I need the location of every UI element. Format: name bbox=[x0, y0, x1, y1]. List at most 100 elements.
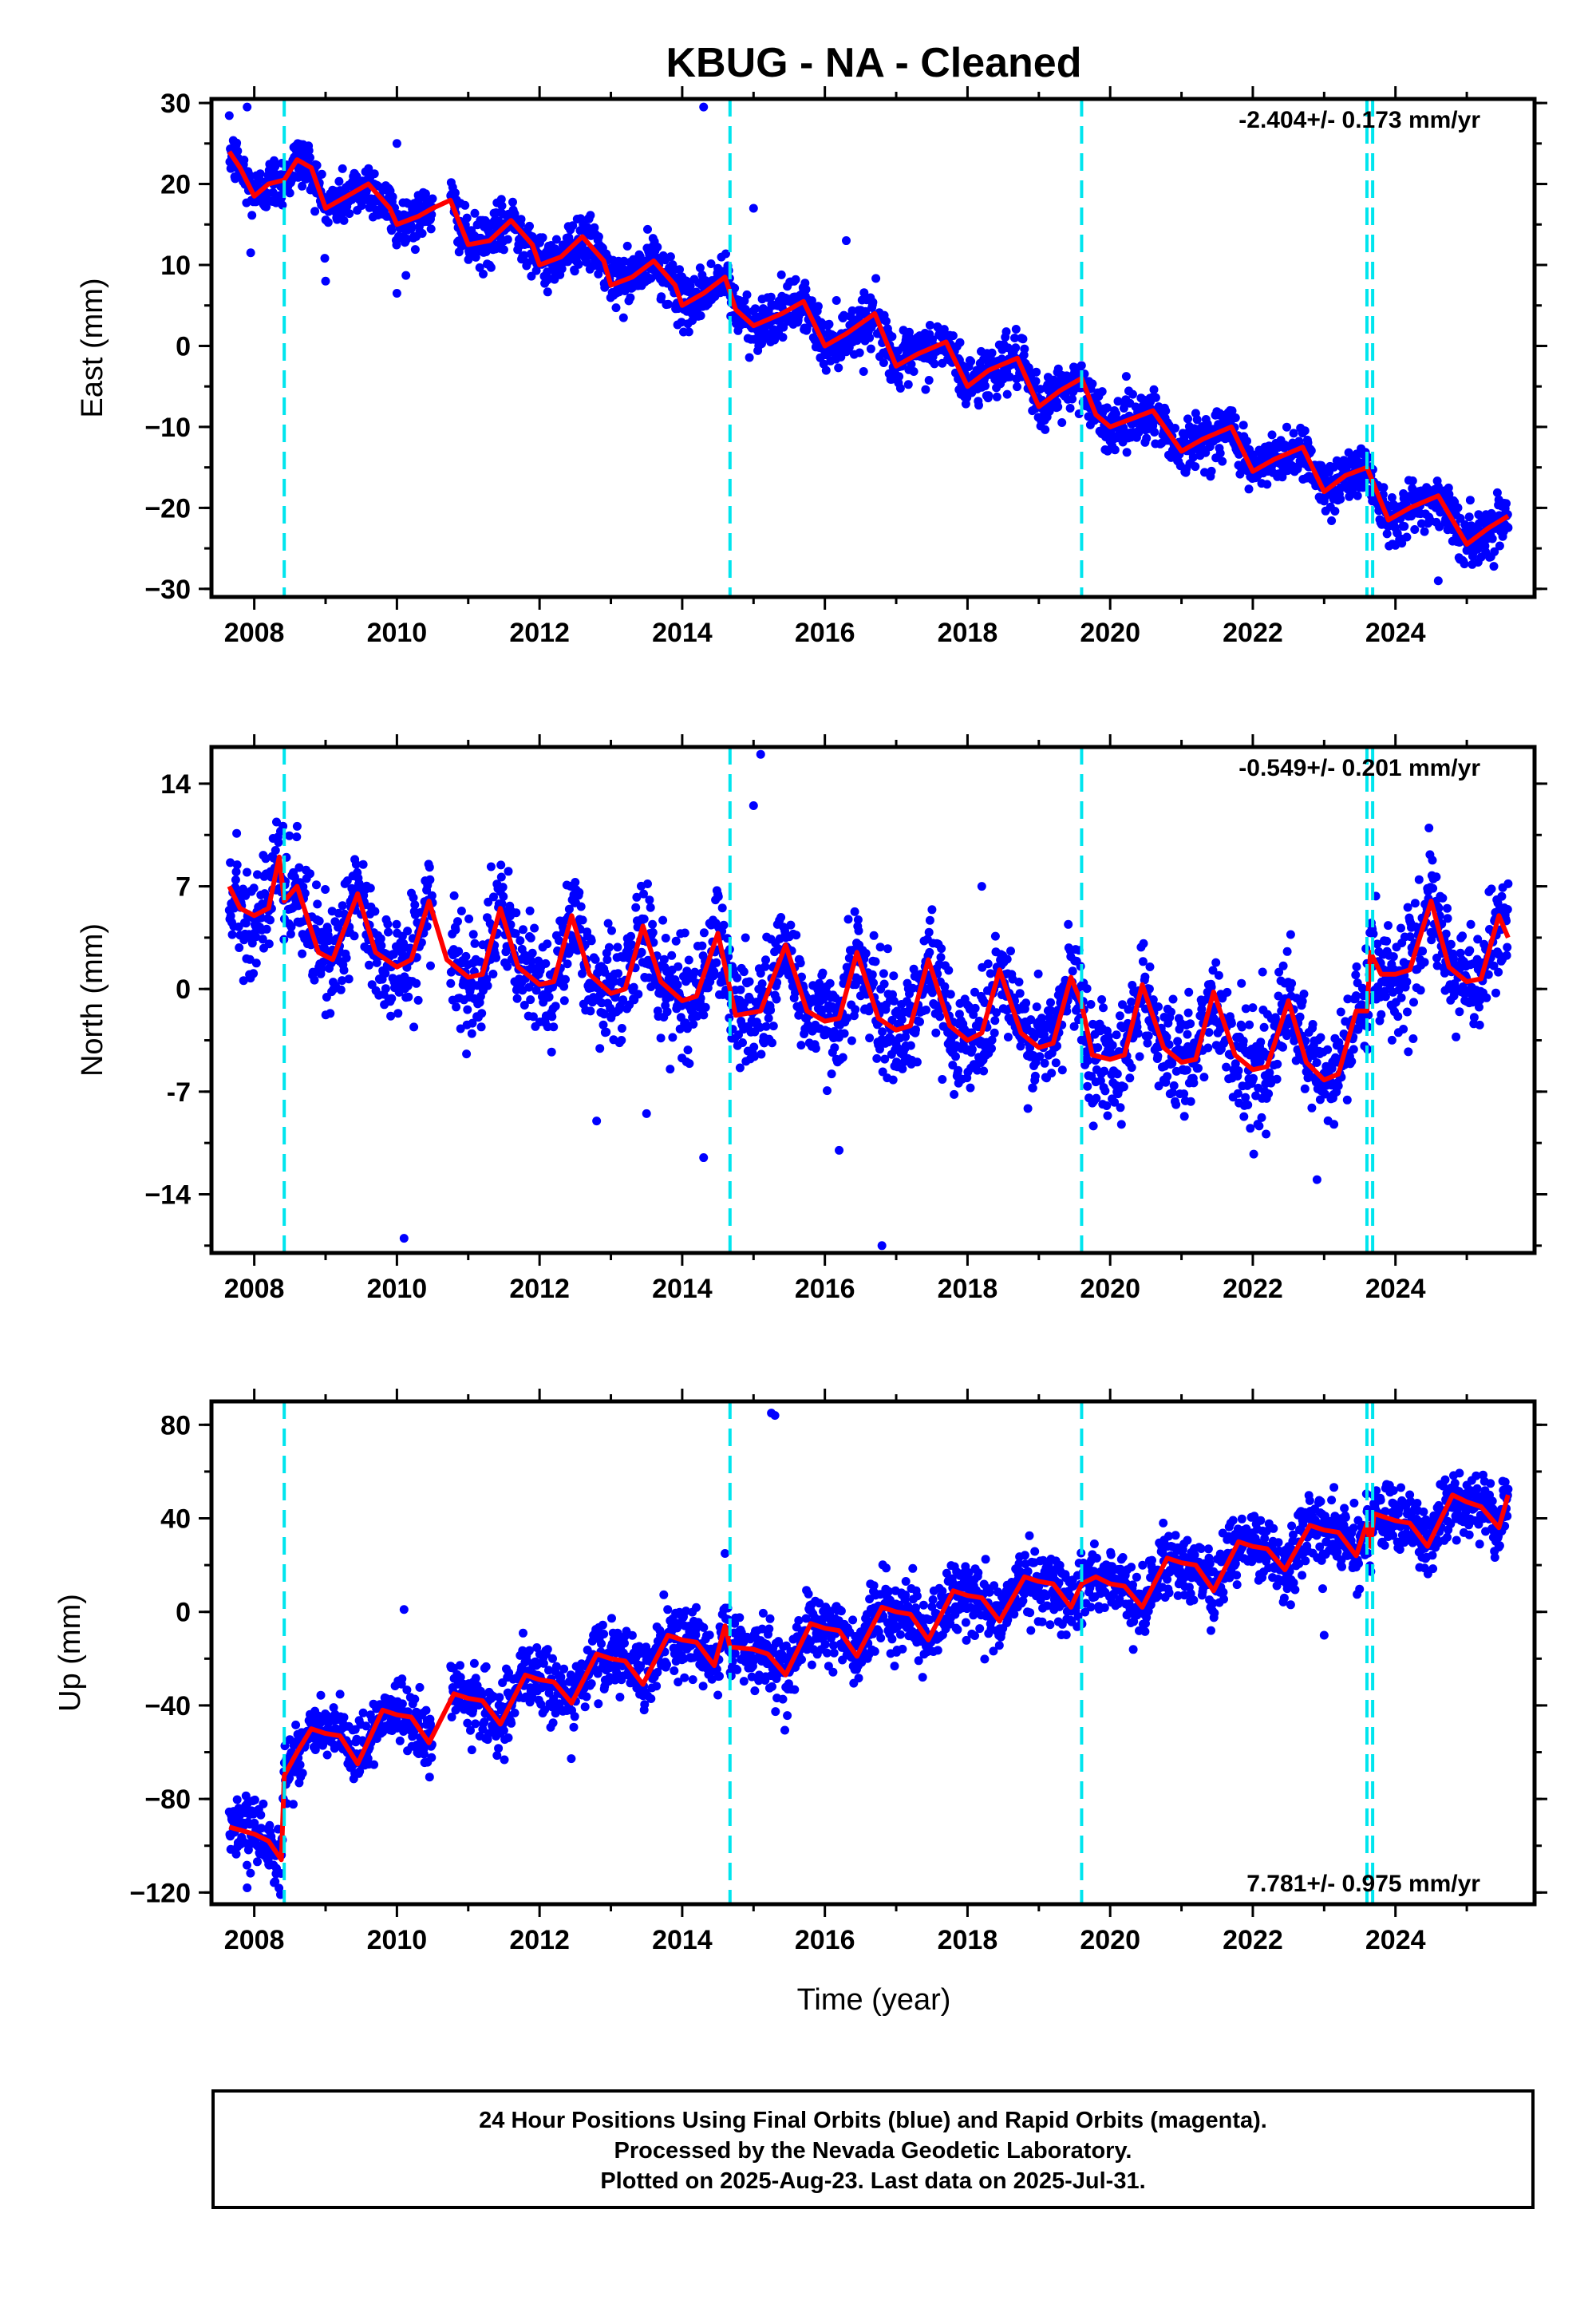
east-data-point bbox=[1267, 430, 1277, 440]
east-model-line bbox=[227, 150, 1510, 547]
north-data-point bbox=[880, 1054, 890, 1064]
north-data-point bbox=[1092, 1093, 1101, 1103]
north-data-point bbox=[983, 959, 993, 969]
north-data-point bbox=[264, 939, 274, 949]
north-data-point bbox=[1051, 1058, 1061, 1068]
north-data-point bbox=[235, 943, 244, 952]
north-data-point bbox=[906, 1041, 915, 1050]
north-data-point bbox=[1148, 995, 1158, 1005]
north-data-point bbox=[768, 1038, 776, 1048]
north-data-point bbox=[970, 1003, 980, 1013]
north-data-point bbox=[249, 883, 259, 893]
east-data-point bbox=[887, 332, 897, 342]
east-data-point bbox=[1453, 503, 1463, 512]
north-data-point bbox=[404, 992, 413, 1002]
north-data-point bbox=[689, 1019, 698, 1029]
north-data-point bbox=[1295, 1012, 1305, 1022]
east-data-point bbox=[519, 251, 529, 260]
north-data-point bbox=[412, 978, 421, 988]
east-data-point bbox=[675, 265, 684, 275]
east-data-point bbox=[421, 189, 430, 199]
north-data-point bbox=[1184, 987, 1194, 997]
north-data-point bbox=[317, 963, 326, 973]
north-data-point bbox=[253, 870, 262, 879]
north-data-point bbox=[543, 939, 552, 949]
east-data-point bbox=[1502, 499, 1511, 508]
east-data-point bbox=[460, 200, 470, 210]
east-x-tick-label: 2022 bbox=[1223, 618, 1283, 648]
east-data-point bbox=[590, 223, 599, 232]
north-data-point bbox=[685, 1059, 694, 1069]
east-data-point bbox=[1149, 385, 1159, 394]
north-data-point bbox=[966, 1083, 975, 1093]
north-data-point bbox=[872, 1053, 882, 1063]
north-data-point bbox=[1144, 984, 1154, 994]
north-data-point bbox=[232, 860, 242, 870]
north-data-point bbox=[492, 953, 501, 962]
north-data-point bbox=[629, 982, 638, 992]
north-data-point bbox=[564, 904, 574, 914]
east-data-point bbox=[824, 319, 834, 329]
north-data-point bbox=[869, 978, 878, 988]
north-data-point bbox=[643, 879, 652, 888]
north-data-point bbox=[637, 947, 646, 957]
north-data-point bbox=[251, 958, 261, 968]
east-data-point bbox=[1151, 393, 1160, 402]
east-data-point bbox=[1410, 525, 1420, 534]
north-data-point bbox=[1069, 1022, 1079, 1031]
north-data-point bbox=[409, 1022, 419, 1032]
north-data-point bbox=[830, 1043, 839, 1053]
east-data-point bbox=[310, 207, 320, 216]
north-data-point bbox=[1381, 992, 1390, 1002]
north-data-point bbox=[973, 1065, 982, 1075]
north-data-point bbox=[559, 996, 569, 1006]
north-data-point bbox=[954, 1065, 963, 1075]
north-data-point bbox=[709, 967, 719, 976]
north-data-point bbox=[796, 958, 805, 968]
north-data-point bbox=[1133, 1029, 1143, 1038]
east-data-point bbox=[1382, 529, 1392, 539]
east-data-point bbox=[1379, 483, 1389, 492]
east-data-point bbox=[791, 275, 800, 284]
east-data-point bbox=[1327, 516, 1337, 525]
north-data-point bbox=[757, 979, 767, 989]
north-data-point bbox=[733, 973, 742, 982]
east-outlier-point bbox=[321, 276, 330, 286]
north-data-point bbox=[1033, 969, 1043, 978]
north-data-point bbox=[668, 1033, 678, 1042]
north-data-point bbox=[772, 994, 781, 1004]
north-data-point bbox=[272, 817, 281, 827]
panel-east: 2008 2010 2012 2014 2016 2018 2020 2022 20243020… bbox=[76, 86, 1547, 648]
north-data-point bbox=[741, 933, 750, 943]
north-data-point bbox=[854, 926, 863, 935]
north-data-point bbox=[312, 880, 321, 890]
east-data-point bbox=[1215, 449, 1225, 458]
east-x-tick-label: 2014 bbox=[652, 618, 713, 648]
north-data-point bbox=[922, 1006, 930, 1014]
north-data-point bbox=[768, 1022, 778, 1031]
east-x-tick-label: 2010 bbox=[367, 618, 428, 648]
north-data-point bbox=[739, 967, 749, 977]
east-data-point bbox=[1020, 344, 1029, 354]
north-data-point bbox=[1127, 1063, 1136, 1073]
north-data-point bbox=[853, 915, 863, 924]
east-data-point bbox=[1400, 522, 1409, 531]
north-data-point bbox=[1116, 1120, 1126, 1129]
north-data-point bbox=[1298, 997, 1307, 1006]
north-data-point bbox=[1046, 998, 1055, 1007]
north-data-point bbox=[1028, 1083, 1037, 1093]
north-data-point bbox=[766, 1006, 776, 1015]
north-data-point bbox=[262, 924, 271, 934]
north-data-point bbox=[336, 985, 346, 994]
east-data-point bbox=[586, 211, 595, 220]
north-data-point bbox=[591, 954, 600, 964]
north-data-point bbox=[547, 1047, 556, 1057]
north-data-point bbox=[888, 1075, 898, 1085]
north-data-point bbox=[528, 1012, 538, 1022]
north-data-point bbox=[738, 1038, 747, 1047]
north-data-point bbox=[1127, 997, 1136, 1006]
east-data-point bbox=[1433, 482, 1443, 492]
east-outlier-point bbox=[246, 248, 255, 258]
north-data-point bbox=[251, 932, 261, 942]
north-data-point bbox=[462, 1049, 472, 1059]
